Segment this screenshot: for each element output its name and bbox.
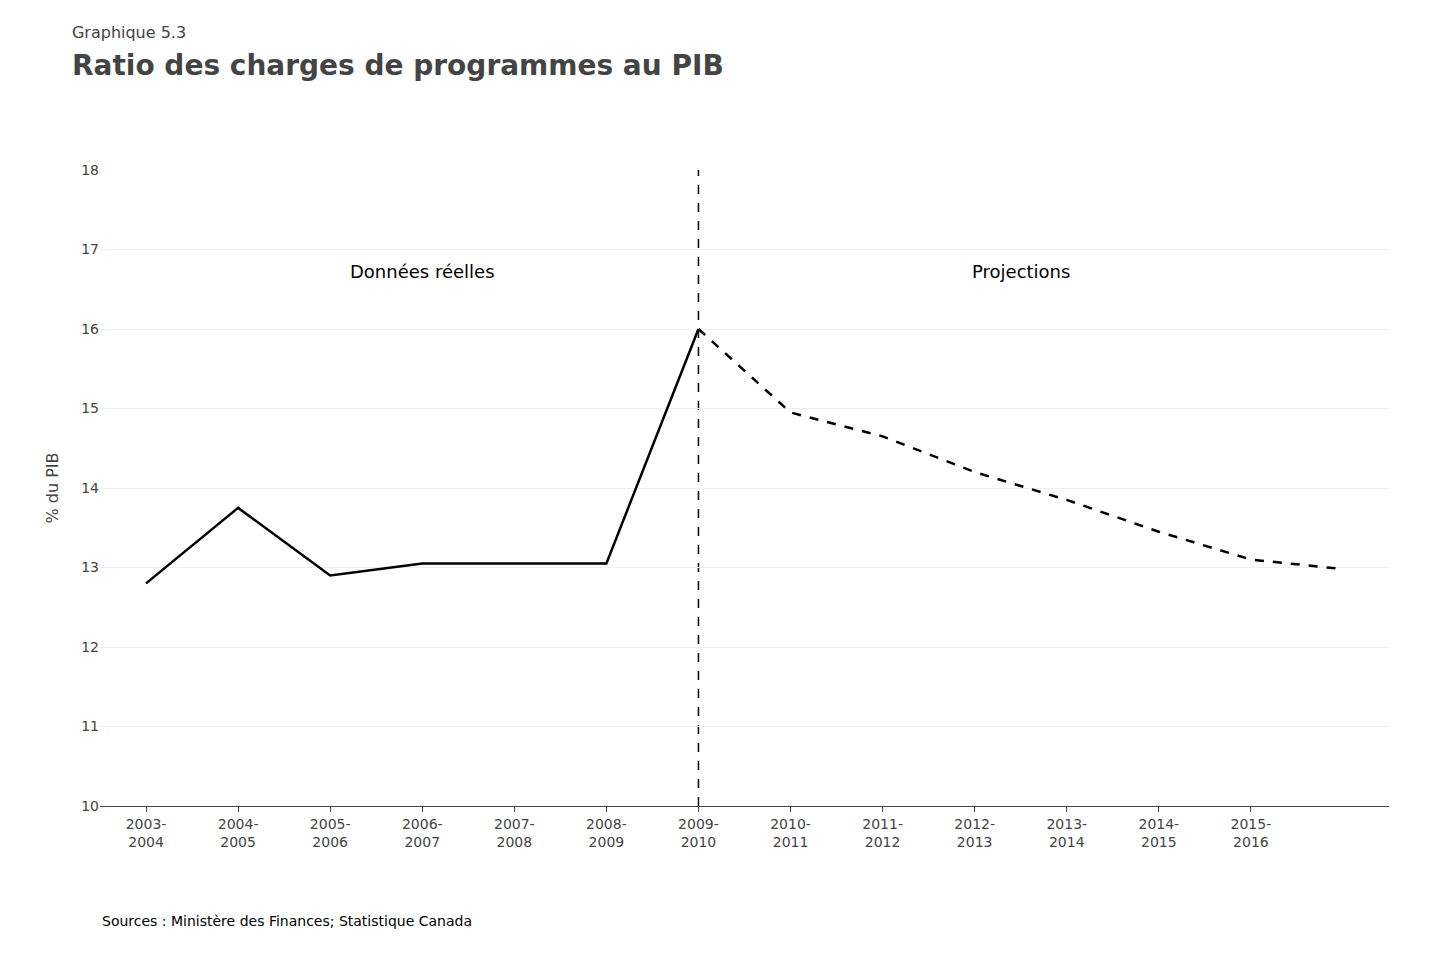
svg-text:2004-2005: 2004-2005 <box>218 816 259 850</box>
svg-text:2009-2010: 2009-2010 <box>678 816 719 850</box>
svg-text:2006-2007: 2006-2007 <box>402 816 443 850</box>
svg-text:2005-2006: 2005-2006 <box>310 816 351 850</box>
svg-text:2015-2016: 2015-2016 <box>1231 816 1272 850</box>
svg-text:15: 15 <box>81 400 99 416</box>
svg-text:2012-2013: 2012-2013 <box>954 816 995 850</box>
svg-text:13: 13 <box>81 559 99 575</box>
svg-text:16: 16 <box>81 321 99 337</box>
svg-text:% du PIB: % du PIB <box>43 452 62 523</box>
svg-text:2014-2015: 2014-2015 <box>1138 816 1179 850</box>
svg-text:Graphique 5.3Ratio des charges: Graphique 5.3Ratio des charges de progra… <box>72 23 724 81</box>
svg-text:Projections: Projections <box>972 261 1070 282</box>
svg-text:10: 10 <box>81 798 99 814</box>
svg-text:2010-2011: 2010-2011 <box>770 816 811 850</box>
svg-text:17: 17 <box>81 241 99 257</box>
svg-text:11: 11 <box>81 718 99 734</box>
svg-text:Données réelles: Données réelles <box>350 261 495 282</box>
svg-text:12: 12 <box>81 639 99 655</box>
svg-text:2011-2012: 2011-2012 <box>862 816 903 850</box>
svg-text:18: 18 <box>81 162 99 178</box>
svg-text:2007-2008: 2007-2008 <box>494 816 535 850</box>
svg-text:2003-2004: 2003-2004 <box>126 816 167 850</box>
svg-text:14: 14 <box>81 480 99 496</box>
svg-text:2008-2009: 2008-2009 <box>586 816 627 850</box>
svg-text:Sources : Ministère des Financ: Sources : Ministère des Finances; Statis… <box>102 913 472 929</box>
svg-text:2013-2014: 2013-2014 <box>1046 816 1087 850</box>
